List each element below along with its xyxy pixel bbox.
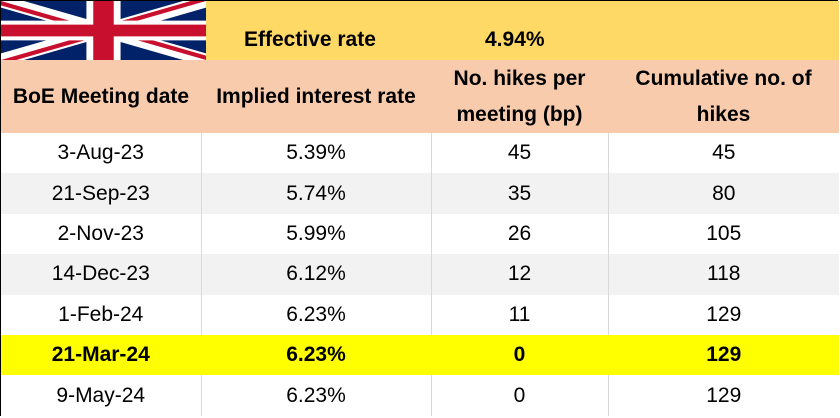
cell-rate: 6.23% [200, 334, 431, 376]
cell-date: 9-May-24 [1, 375, 201, 416]
uk-flag-icon [1, 1, 206, 60]
cell-rate: 6.12% [200, 254, 431, 295]
table-row: 9-May-24 6.23% 0 129 [1, 375, 839, 416]
column-header-cumulative: Cumulative no. of hikes [608, 60, 839, 133]
cell-date: 3-Aug-23 [1, 133, 201, 174]
cell-hikes: 11 [430, 294, 608, 335]
cell-hikes: 0 [430, 334, 608, 376]
table-row: 2-Nov-23 5.99% 26 105 [1, 213, 839, 255]
cell-rate: 5.99% [200, 213, 431, 255]
table-row: 3-Aug-23 5.39% 45 45 [1, 133, 839, 174]
table-row: 21-Sep-23 5.74% 35 80 [1, 173, 839, 214]
effective-rate-value: 4.94% [485, 28, 545, 51]
table-row: 1-Feb-24 6.23% 11 129 [1, 294, 839, 335]
cell-hikes: 45 [430, 133, 608, 174]
cell-date: 21-Sep-23 [1, 173, 201, 214]
table-row: 14-Dec-23 6.12% 12 118 [1, 254, 839, 295]
cell-date: 14-Dec-23 [1, 254, 201, 295]
cell-cumulative: 105 [607, 213, 839, 255]
effective-rate-label: Effective rate [244, 28, 376, 51]
cell-cumulative: 80 [607, 173, 839, 214]
cell-hikes: 35 [430, 173, 608, 214]
cell-date: 21-Mar-24 [1, 334, 201, 376]
cell-hikes: 0 [430, 375, 608, 416]
cell-hikes: 26 [430, 213, 608, 255]
table-header-row: BoE Meeting date Implied interest rate N… [1, 60, 839, 133]
cell-hikes: 12 [430, 254, 608, 295]
table-body: 3-Aug-23 5.39% 45 45 21-Sep-23 5.74% 35 80 2-Nov… [1, 133, 839, 416]
cell-cumulative: 129 [607, 334, 839, 376]
cell-rate: 5.39% [200, 133, 431, 174]
cell-cumulative: 129 [607, 294, 839, 335]
cell-cumulative: 129 [607, 375, 839, 416]
column-header-date: BoE Meeting date [1, 60, 201, 133]
column-header-hikes: No. hikes per meeting (bp) [431, 60, 608, 133]
cell-rate: 6.23% [200, 375, 431, 416]
table-row: 21-Mar-24 6.23% 0 129 [1, 334, 839, 376]
cell-cumulative: 45 [607, 133, 839, 174]
effective-rate-banner: Effective rate 4.94% [1, 1, 839, 60]
cell-rate: 5.74% [200, 173, 431, 214]
cell-date: 1-Feb-24 [1, 294, 201, 335]
cell-date: 2-Nov-23 [1, 213, 201, 255]
cell-rate: 6.23% [200, 294, 431, 335]
cell-cumulative: 118 [607, 254, 839, 295]
boe-rate-table: BoE Meeting date Implied interest rate N… [1, 60, 839, 416]
column-header-rate: Implied interest rate [201, 60, 431, 133]
